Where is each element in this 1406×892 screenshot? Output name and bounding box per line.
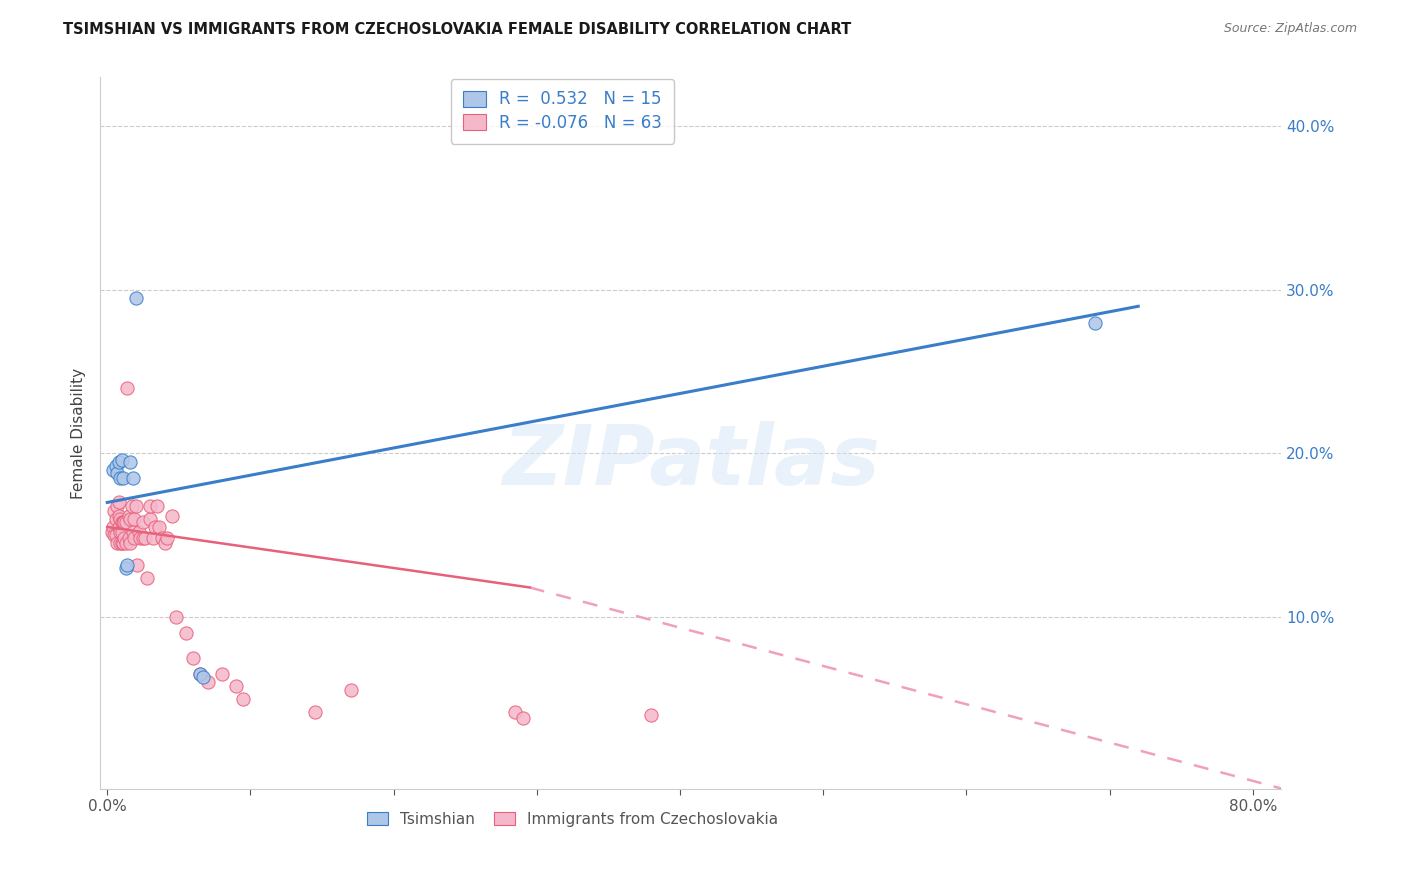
Point [148, 520, 170, 534]
Point [1084, 316, 1107, 330]
Point [132, 532, 155, 546]
Point [125, 291, 148, 305]
Point [339, 683, 361, 698]
Point [104, 459, 127, 474]
Point [112, 536, 135, 550]
Point [110, 515, 132, 529]
Point [104, 528, 127, 542]
Point [165, 610, 187, 624]
Point [304, 705, 326, 719]
Point [101, 463, 124, 477]
Point [193, 670, 215, 684]
Point [107, 520, 129, 534]
Point [512, 711, 534, 725]
Point [110, 536, 132, 550]
Point [143, 520, 166, 534]
Point [112, 471, 135, 485]
Point [117, 558, 139, 572]
Point [108, 471, 131, 485]
Point [120, 536, 142, 550]
Point [101, 520, 124, 534]
Point [125, 499, 148, 513]
Point [118, 532, 141, 546]
Point [190, 667, 212, 681]
Point [197, 675, 219, 690]
Point [115, 536, 138, 550]
Point [211, 667, 233, 681]
Point [124, 512, 146, 526]
Point [128, 524, 150, 539]
Point [139, 499, 162, 513]
Point [174, 626, 197, 640]
Point [146, 499, 169, 513]
Point [108, 524, 131, 539]
Point [110, 453, 132, 467]
Point [104, 512, 127, 526]
Point [232, 691, 254, 706]
Point [132, 515, 155, 529]
Point [136, 571, 159, 585]
Point [110, 524, 132, 539]
Point [505, 705, 527, 719]
Point [112, 515, 135, 529]
Point [190, 667, 212, 681]
Point [127, 558, 149, 572]
Y-axis label: Female Disability: Female Disability [72, 368, 86, 499]
Point [156, 532, 179, 546]
Point [129, 532, 152, 546]
Point [124, 532, 146, 546]
Point [117, 381, 139, 395]
Point [150, 532, 173, 546]
Point [139, 512, 162, 526]
Point [100, 524, 122, 539]
Point [142, 532, 165, 546]
Point [115, 561, 138, 575]
Point [181, 650, 204, 665]
Point [120, 454, 142, 468]
Text: Source: ZipAtlas.com: Source: ZipAtlas.com [1223, 22, 1357, 36]
Point [107, 508, 129, 523]
Point [107, 495, 129, 509]
Text: ZIPatlas: ZIPatlas [502, 421, 880, 502]
Point [105, 466, 128, 480]
Point [107, 454, 129, 468]
Point [134, 532, 156, 546]
Point [122, 471, 145, 485]
Point [108, 536, 131, 550]
Point [114, 532, 136, 546]
Point [115, 515, 138, 529]
Legend: Tsimshian, Immigrants from Czechoslovakia: Tsimshian, Immigrants from Czechoslovaki… [359, 804, 786, 834]
Point [105, 499, 128, 513]
Point [160, 508, 183, 523]
Text: TSIMSHIAN VS IMMIGRANTS FROM CZECHOSLOVAKIA FEMALE DISABILITY CORRELATION CHART: TSIMSHIAN VS IMMIGRANTS FROM CZECHOSLOVA… [63, 22, 852, 37]
Point [103, 503, 125, 517]
Point [120, 512, 142, 526]
Point [114, 515, 136, 529]
Point [118, 508, 141, 523]
Point [121, 499, 143, 513]
Point [103, 528, 125, 542]
Point [153, 536, 176, 550]
Point [225, 679, 247, 693]
Point [640, 708, 662, 723]
Point [108, 512, 131, 526]
Point [122, 524, 145, 539]
Point [105, 536, 128, 550]
